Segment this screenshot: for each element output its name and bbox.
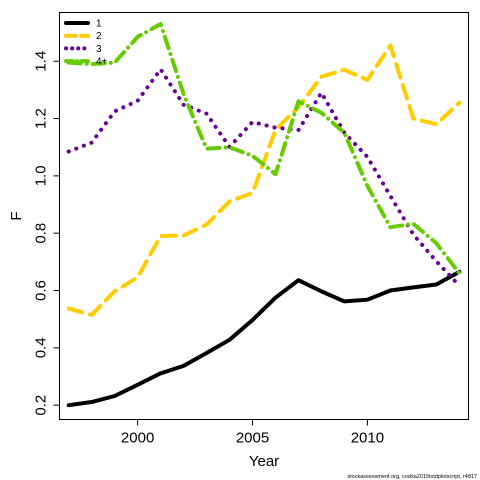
legend-label-2: 2: [96, 31, 102, 42]
y-tick-label-2: 0.6: [33, 280, 50, 301]
legend: 12 3 4+: [64, 19, 108, 68]
y-tick-label-4: 1.0: [33, 165, 50, 186]
x-tick-label-2010: 2010: [351, 430, 384, 447]
series-line-4: [66, 21, 462, 276]
series-lines: [66, 21, 462, 408]
x-tick-label-2000: 2000: [121, 430, 154, 447]
plot-frame: [59, 12, 469, 420]
axis-ticks: 2000 2005 2010 0.2 0.4 0.6 0.8 1.0 1.2 1.4: [33, 51, 385, 447]
y-tick-label-3: 0.8: [33, 223, 50, 244]
y-tick-label-6: 1.4: [33, 51, 50, 72]
y-axis-title: F: [8, 211, 25, 220]
legend-label-1: 1: [96, 19, 102, 30]
y-tick-label-1: 0.4: [33, 337, 50, 358]
x-axis-title: Year: [249, 453, 279, 470]
series-line-2: [66, 43, 462, 317]
series-line-1: [66, 269, 462, 408]
y-tick-label-5: 1.2: [33, 108, 50, 129]
y-tick-label-0: 0.2: [33, 395, 50, 416]
series-line-3: [66, 67, 462, 288]
footnote: stockassessment.org, codxa2015txtdplotsc…: [347, 474, 477, 480]
legend-label-3: 3: [96, 44, 102, 55]
x-tick-label-2005: 2005: [236, 430, 269, 447]
legend-label-4: 4+: [96, 57, 108, 68]
